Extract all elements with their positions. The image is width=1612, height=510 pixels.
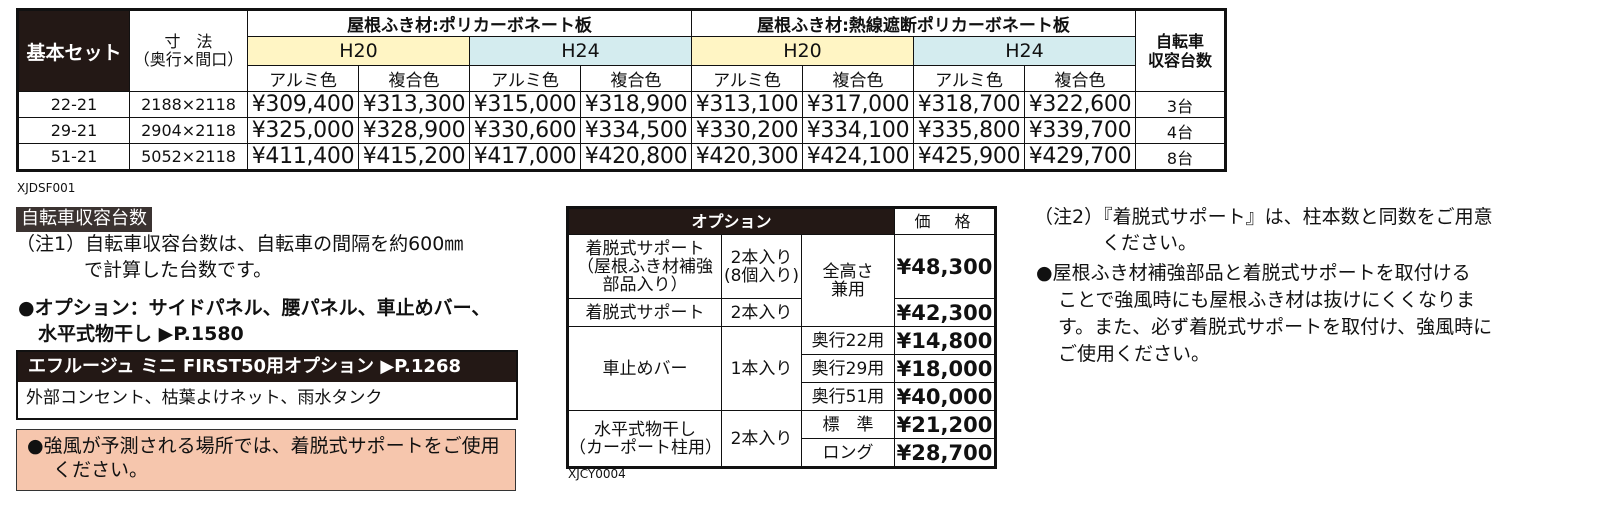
table-row: 29-21 2904×2118 ¥325,000 ¥328,900 ¥330,6… [17,117,1226,144]
option-table-code: XJCY0004 [568,467,626,481]
price-cell: ¥317,000 [802,91,914,118]
header-composite-color: 複合色 [580,65,692,92]
wind-bullet-line-3: す。また、必ず着脱式サポートを取付け、強風時に [1058,316,1493,338]
header-h24: H24 [469,36,692,66]
support-qty: 2本入り [721,298,802,327]
bike-count: 4台 [1135,117,1226,144]
wind-bullet-line-2: ことで強風時にも屋根ふき材は抜けにくくなりま [1058,289,1476,311]
table-row: 22-21 2188×2118 ¥309,400 ¥313,300 ¥315,0… [17,91,1226,118]
car-stopper-spec: 奥行22用 [801,326,895,355]
price-cell: ¥330,600 [469,117,581,144]
price-cell: ¥315,000 [469,91,581,118]
note-1-line-1: （注1）自転車収容台数は、自転車の間隔を約600㎜ [16,233,464,255]
clothes-dryer-price: ¥21,200 [894,410,996,439]
option-table: オプション 価 格 着脱式サポート （屋根ふき材補強 部品入り） 2本入り (8個入り… [566,206,997,469]
note-2-line-1: （注2）『着脱式サポート』は、柱本数と同数をご用意 [1034,206,1493,228]
note-1-line-2: で計算した台数です。 [84,259,273,281]
header-h20: H20 [247,36,470,66]
first50-option-list: 外部コンセント、枯葉よけネット、雨水タンク [26,388,383,408]
clothes-dryer-qty: 2本入り [721,410,802,468]
support-name: 着脱式サポート [567,298,722,327]
clothes-dryer-spec: 標 準 [801,410,895,439]
price-cell: ¥411,400 [247,143,359,171]
price-table: 基本セット 寸 法（奥行×間口） 屋根ふき材:ポリカーボネート板 屋根ふき材:熱… [16,8,1227,172]
option-line-2: 水平式物干し ▶P.1580 [38,323,244,345]
support-price: ¥42,300 [894,298,996,327]
price-table-code: XJDSF001 [17,181,76,195]
note-2-line-2: ください。 [1102,232,1198,254]
price-cell: ¥328,900 [358,117,470,144]
header-aluminum-color: アルミ色 [247,65,359,92]
support-reinforced-qty: 2本入り (8個入り) [721,234,802,299]
car-stopper-spec: 奥行51用 [801,382,895,411]
bike-count: 3台 [1135,91,1226,118]
header-size: 寸 法（奥行×間口） [129,9,248,92]
clothes-dryer-spec: ロング [801,438,895,468]
set-code: 22-21 [17,91,130,118]
price-cell: ¥313,100 [691,91,803,118]
option-line-1: ●オプション：サイドパネル、腰パネル、車止めバー、 [18,297,491,319]
car-stopper-qty: 1本入り [721,326,802,411]
header-basic-set: 基本セット [17,9,130,92]
clothes-dryer-price: ¥28,700 [894,438,996,468]
set-size: 2904×2118 [129,117,248,144]
header-composite-color: 複合色 [1024,65,1136,92]
clothes-dryer-name: 水平式物干し （カーポート柱用） [567,410,722,468]
price-cell: ¥313,300 [358,91,470,118]
table-row: 51-21 5052×2118 ¥411,400 ¥415,200 ¥417,0… [17,143,1226,171]
car-stopper-price: ¥18,000 [894,354,996,383]
price-cell: ¥334,100 [802,117,914,144]
header-composite-color: 複合色 [802,65,914,92]
car-stopper-spec: 奥行29用 [801,354,895,383]
car-stopper-name: 車止めバー [567,326,722,411]
header-aluminum-color: アルミ色 [913,65,1025,92]
price-cell: ¥339,700 [1024,117,1136,144]
wind-bullet-line-4: ご使用ください。 [1058,343,1211,365]
price-cell: ¥424,100 [802,143,914,171]
first50-option-box: エフルージュ ミニ FIRST50用オプション ▶P.1268 外部コンセント、… [16,350,518,420]
price-cell: ¥429,700 [1024,143,1136,171]
header-composite-color: 複合色 [358,65,470,92]
set-size: 2188×2118 [129,91,248,118]
price-cell: ¥335,800 [913,117,1025,144]
option-price-header: 価 格 [894,207,996,235]
price-cell: ¥417,000 [469,143,581,171]
bike-count: 8台 [1135,143,1226,171]
car-stopper-price: ¥40,000 [894,382,996,411]
car-stopper-price: ¥14,800 [894,326,996,355]
header-aluminum-color: アルミ色 [469,65,581,92]
first50-option-heading: エフルージュ ミニ FIRST50用オプション ▶P.1268 [18,352,516,382]
price-cell: ¥322,600 [1024,91,1136,118]
set-code: 51-21 [17,143,130,171]
wind-warning-box: ●強風が予測される場所では、着脱式サポートをご使用 ください。 [16,429,516,491]
header-heat-shield-polycarbonate: 屋根ふき材:熱線遮断ポリカーボネート板 [691,9,1136,37]
section-heading-bike-capacity: 自転車収容台数 [16,207,152,232]
support-reinforced-price: ¥48,300 [894,234,996,299]
price-cell: ¥325,000 [247,117,359,144]
header-h24: H24 [913,36,1136,66]
price-cell: ¥334,500 [580,117,692,144]
set-size: 5052×2118 [129,143,248,171]
wind-warning-line-1: ●強風が予測される場所では、着脱式サポートをご使用 [27,435,500,457]
header-h20: H20 [691,36,914,66]
price-cell: ¥420,300 [691,143,803,171]
price-cell: ¥318,900 [580,91,692,118]
price-cell: ¥309,400 [247,91,359,118]
support-reinforced-name: 着脱式サポート （屋根ふき材補強 部品入り） [567,234,722,299]
price-cell: ¥420,800 [580,143,692,171]
price-cell: ¥425,900 [913,143,1025,171]
header-polycarbonate: 屋根ふき材:ポリカーボネート板 [247,9,692,37]
price-cell: ¥318,700 [913,91,1025,118]
option-table-header: オプション [567,207,895,235]
set-code: 29-21 [17,117,130,144]
wind-warning-line-2: ください。 [53,459,149,481]
price-cell: ¥415,200 [358,143,470,171]
wind-bullet-line-1: ●屋根ふき材補強部品と着脱式サポートを取付ける [1036,262,1471,284]
header-aluminum-color: アルミ色 [691,65,803,92]
price-cell: ¥330,200 [691,117,803,144]
header-bike-capacity: 自転車 収容台数 [1135,9,1226,92]
all-height-compatible: 全高さ 兼用 [801,234,895,327]
